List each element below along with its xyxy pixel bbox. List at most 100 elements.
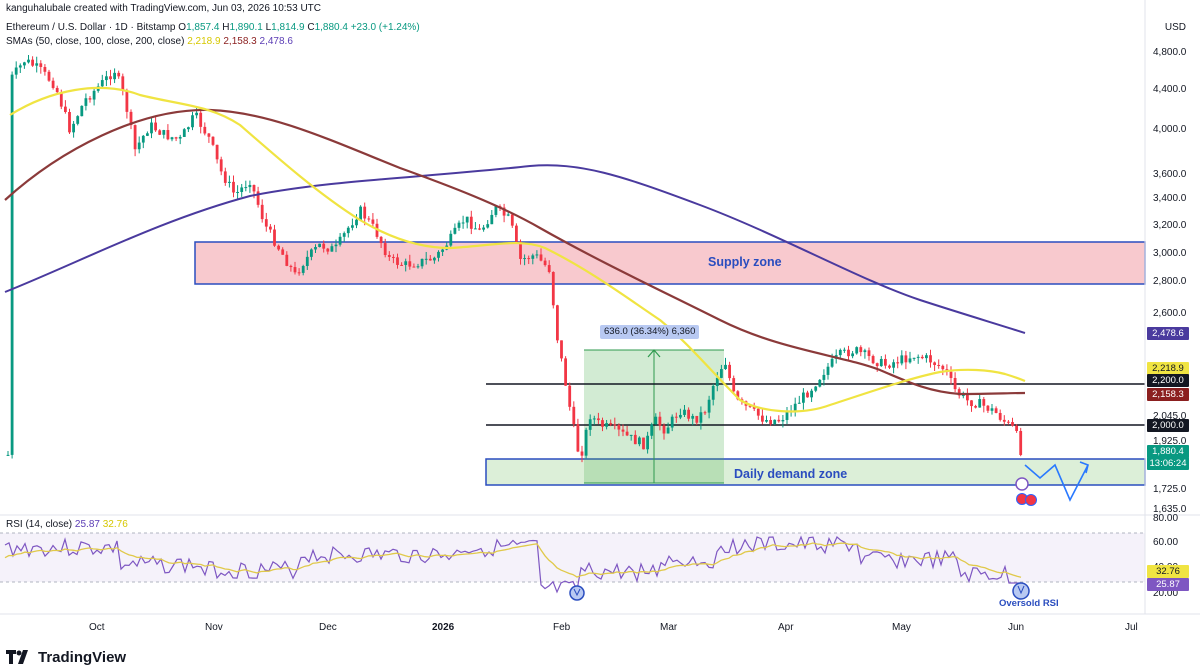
candle-body <box>371 219 375 224</box>
candle-body <box>756 408 760 416</box>
candle-body <box>601 420 604 427</box>
candle-body <box>892 362 895 368</box>
candle-body <box>822 374 826 380</box>
candle-body <box>55 87 59 93</box>
candle-body <box>605 423 608 427</box>
candle-body <box>937 364 941 366</box>
oversold-marker-feb[interactable] <box>569 585 585 601</box>
candle-body <box>232 181 235 193</box>
candle-body <box>625 431 629 436</box>
candle-body <box>736 391 740 400</box>
candle-body <box>256 191 260 205</box>
candle-body <box>31 59 34 66</box>
event-icons[interactable] <box>1015 477 1037 506</box>
tag-rsi: 25.87 <box>1147 578 1189 591</box>
flag-icon-2[interactable] <box>1025 494 1037 506</box>
tag-level-2200: 2,200.0 <box>1147 374 1189 387</box>
candle-body <box>670 416 674 428</box>
candle-body <box>584 429 588 456</box>
rsi-ma-line[interactable] <box>4 542 1022 578</box>
candle-body <box>14 67 18 75</box>
candle-body <box>707 399 711 413</box>
candle-body <box>535 254 539 256</box>
price-tick: 2,800.0 <box>1153 276 1187 287</box>
candle-body <box>765 420 768 422</box>
candle-body <box>556 305 559 341</box>
candle-body <box>281 249 285 255</box>
legend-sma-row[interactable]: SMAs (50, close, 100, close, 200, close)… <box>6 36 293 48</box>
candle-body <box>424 258 428 260</box>
candle-body <box>76 116 80 124</box>
event-icon-1[interactable] <box>1015 477 1029 491</box>
candle-body <box>715 377 719 387</box>
candle-body <box>933 362 936 365</box>
candle-body <box>170 137 174 140</box>
candle-body <box>896 362 900 364</box>
tradingview-logo-icon <box>6 650 28 664</box>
candle-body <box>568 385 572 407</box>
sma-50-line[interactable] <box>9 86 1026 413</box>
candle-body <box>449 233 453 246</box>
projection-path[interactable] <box>1024 463 1089 502</box>
candle-body <box>953 377 957 390</box>
legend-symbol-row[interactable]: Ethereum / U.S. Dollar · 1D · Bitstamp O… <box>6 22 420 34</box>
candle-body <box>182 129 186 137</box>
candle-body <box>1011 422 1014 426</box>
time-axis[interactable]: Oct Nov Dec 2026 Feb Mar Apr May Jun Jul <box>89 622 1138 633</box>
candle-body <box>650 424 654 436</box>
demand-zone[interactable] <box>485 458 1146 486</box>
candle-body <box>851 353 854 357</box>
candles[interactable] <box>6 54 1023 463</box>
legend-rsi-row[interactable]: RSI (14, close) 25.87 32.76 <box>6 519 128 531</box>
candle-body <box>150 122 153 134</box>
candle-body <box>732 378 736 392</box>
ohlc-high-label: H <box>222 22 230 33</box>
candle-body <box>10 74 14 455</box>
candle-body <box>695 415 699 423</box>
candle-body <box>818 379 822 387</box>
symbol-name[interactable]: Ethereum / U.S. Dollar · 1D · Bitstamp <box>6 22 176 33</box>
candle-body <box>412 266 416 268</box>
currency-label[interactable]: USD <box>1164 22 1186 33</box>
candle-body <box>326 248 330 252</box>
candle-body <box>711 386 715 400</box>
oversold-arrow-jun <box>1017 585 1025 595</box>
oversold-marker-jun[interactable] <box>1012 582 1030 600</box>
price-axis[interactable]: 4,800.0 4,400.0 4,000.0 3,600.0 3,400.0 … <box>1153 47 1187 515</box>
sma-label[interactable]: SMAs (50, close, 100, close, 200, close) <box>6 36 185 47</box>
candle-body <box>383 243 387 256</box>
candle-body <box>810 390 813 398</box>
tag-sma50: 2,218.9 <box>1147 362 1189 375</box>
brand-name: TradingView <box>38 648 127 666</box>
candle-body <box>113 72 116 80</box>
candle-body <box>404 261 408 265</box>
rsi-label[interactable]: RSI (14, close) <box>6 519 73 530</box>
candle-body <box>531 255 535 259</box>
candle-body <box>207 133 211 137</box>
candle-body <box>166 130 170 140</box>
candle-body <box>191 115 194 128</box>
candle-body <box>793 403 797 412</box>
rsi-value: 25.87 <box>74 519 100 530</box>
candle-body <box>482 227 485 230</box>
candle-body <box>187 127 190 130</box>
ohlc-open: 1,857.4 <box>186 22 220 33</box>
sma-100-value: 2,158.3 <box>223 36 257 47</box>
candle-body <box>957 389 961 396</box>
candle-body <box>1019 430 1023 455</box>
candle-body <box>1002 419 1006 422</box>
candle-body <box>318 243 321 248</box>
candle-body <box>871 356 875 364</box>
sma-200-line[interactable] <box>4 164 1026 334</box>
tradingview-logo[interactable]: TradingView <box>6 647 126 667</box>
price-tick: 3,000.0 <box>1153 248 1187 259</box>
candle-body <box>961 395 965 397</box>
candle-body <box>724 364 727 370</box>
candle-body <box>174 137 178 139</box>
candle-body <box>236 191 239 193</box>
candle-body <box>884 358 887 366</box>
supply-zone[interactable] <box>194 241 1146 285</box>
candle-body <box>18 65 22 68</box>
candle-body <box>84 98 88 106</box>
